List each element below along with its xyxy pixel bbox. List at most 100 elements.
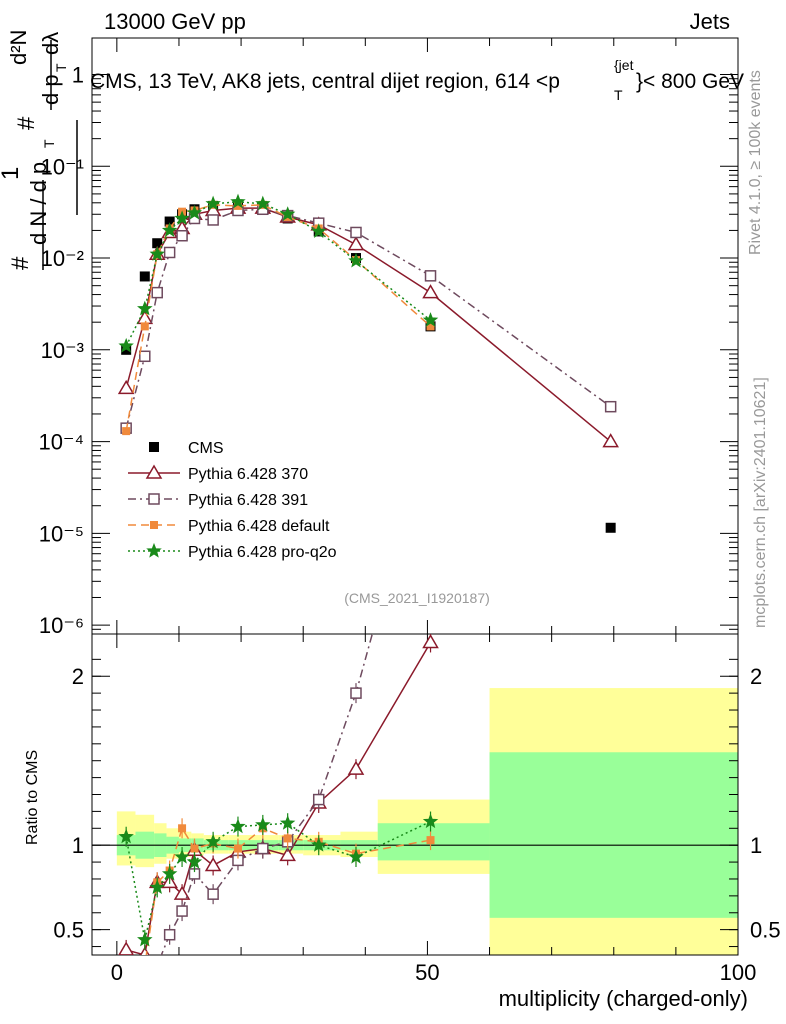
marker-star [118, 828, 134, 844]
marker-star [161, 222, 178, 238]
marker-open-square [176, 905, 188, 917]
marker-square [121, 344, 132, 355]
marker-open-square [163, 246, 176, 259]
marker-triangle [118, 941, 135, 955]
title-main: CMS, 13 TeV, AK8 jets, central dijet reg… [90, 70, 560, 93]
marker-star [161, 865, 178, 881]
marker-triangle [117, 379, 135, 395]
y-tick-label: 10⁻⁵ [39, 521, 84, 546]
marker-small-square [122, 427, 131, 436]
legend-label: Pythia 6.428 370 [188, 466, 308, 483]
series-line [125, 207, 612, 443]
marker-triangle [422, 284, 439, 299]
ylabel-hash: # [7, 256, 34, 270]
marker-open-square [207, 214, 219, 226]
marker-small-square [426, 322, 435, 331]
series-pythia-6-428-391 [120, 203, 617, 434]
marker-open-square [152, 960, 162, 970]
marker-star [174, 848, 190, 864]
ratio-y-tick-label: 0.5 [53, 918, 84, 943]
title-sup: {jet [614, 57, 634, 73]
legend-entry: Pythia 6.428 391 [128, 492, 308, 509]
main-plot-series [117, 193, 619, 533]
analysis-id: (CMS_2021_I1920187) [344, 590, 490, 606]
marker-square [149, 442, 159, 452]
ylabel-T2: T [53, 63, 69, 72]
series-line [125, 208, 612, 429]
ratio-plot-series [118, 418, 439, 996]
marker-star [174, 210, 190, 225]
marker-triangle [204, 856, 222, 872]
legend-entry: Pythia 6.428 pro-q2o [128, 542, 337, 561]
marker-star [118, 337, 134, 353]
legend-entry: Pythia 6.428 default [128, 518, 330, 535]
marker-small-square [141, 961, 149, 969]
marker-open-square [424, 270, 437, 282]
marker-star [348, 252, 364, 268]
ylabel-T: T [41, 139, 57, 148]
marker-star [137, 300, 153, 316]
header-left: 13000 GeV pp [104, 9, 246, 34]
marker-open-square [312, 793, 325, 806]
y-tick-label: 1 [72, 63, 84, 88]
marker-triangle [279, 846, 296, 862]
marker-star [146, 542, 162, 558]
marker-small-square [122, 988, 130, 996]
y-tick-label: 10⁻³ [41, 338, 84, 363]
marker-small-square [140, 322, 149, 331]
ylabel-one: 1 [0, 167, 24, 180]
legend-label: Pythia 6.428 pro-q2o [188, 544, 337, 561]
ylabel-dN: d N / d p [26, 162, 51, 245]
marker-star [186, 854, 203, 869]
marker-open-square [163, 928, 176, 941]
marker-triangle [347, 236, 365, 251]
marker-star [186, 204, 203, 220]
marker-star [255, 195, 271, 211]
marker-open-square [139, 350, 151, 363]
series-pythia-6-428-370 [117, 199, 619, 448]
marker-triangle [173, 885, 191, 900]
marker-square [605, 522, 616, 533]
title-tail: }< 800 GeV [636, 70, 744, 93]
marker-open-square [604, 400, 617, 413]
marker-small-square [178, 824, 187, 833]
band-inner [489, 752, 738, 918]
legend-label: CMS [188, 440, 224, 457]
axis-ticks [92, 38, 739, 955]
legend-label: Pythia 6.428 391 [188, 492, 308, 509]
marker-open-square [350, 226, 362, 239]
marker-open-square [426, 418, 436, 428]
marker-star [279, 206, 296, 221]
marker-star [311, 837, 327, 852]
marker-open-square [257, 842, 269, 855]
marker-star [205, 195, 221, 211]
y-tick-label: 10⁻⁴ [38, 430, 84, 455]
marker-square [164, 216, 175, 227]
marker-open-square [350, 687, 362, 699]
y-tick-label: 10⁻² [41, 246, 84, 271]
marker-small-square [426, 836, 435, 845]
x-tick-label: 0 [111, 960, 123, 985]
x-axis-label: multiplicity (charged-only) [499, 986, 748, 1011]
marker-triangle [422, 634, 439, 649]
marker-square [152, 238, 163, 249]
ratio-y-tick-label-right: 0.5 [750, 918, 781, 943]
marker-star [205, 833, 221, 849]
ratio-y-tick-label-right: 1 [750, 833, 762, 858]
marker-open-square [207, 888, 219, 900]
marker-open-square [148, 493, 160, 505]
y-tick-label: 10⁻⁶ [39, 613, 84, 638]
marker-star [311, 223, 327, 239]
marker-open-square [121, 985, 131, 995]
marker-small-square [150, 521, 158, 529]
rivet-label: Rivet 4.1.0, ≥ 100k events [747, 70, 764, 255]
marker-open-square [151, 286, 163, 299]
marker-star [149, 879, 165, 895]
ratio-y-axis-label: Ratio to CMS [24, 750, 41, 845]
marker-small-square [283, 834, 292, 843]
series-pythia-6-428-pro-q2o [118, 193, 439, 353]
marker-triangle [602, 433, 619, 448]
mcplots-label: mcplots.cern.ch [arXiv:2401.10621] [752, 377, 769, 628]
marker-star [230, 193, 246, 209]
